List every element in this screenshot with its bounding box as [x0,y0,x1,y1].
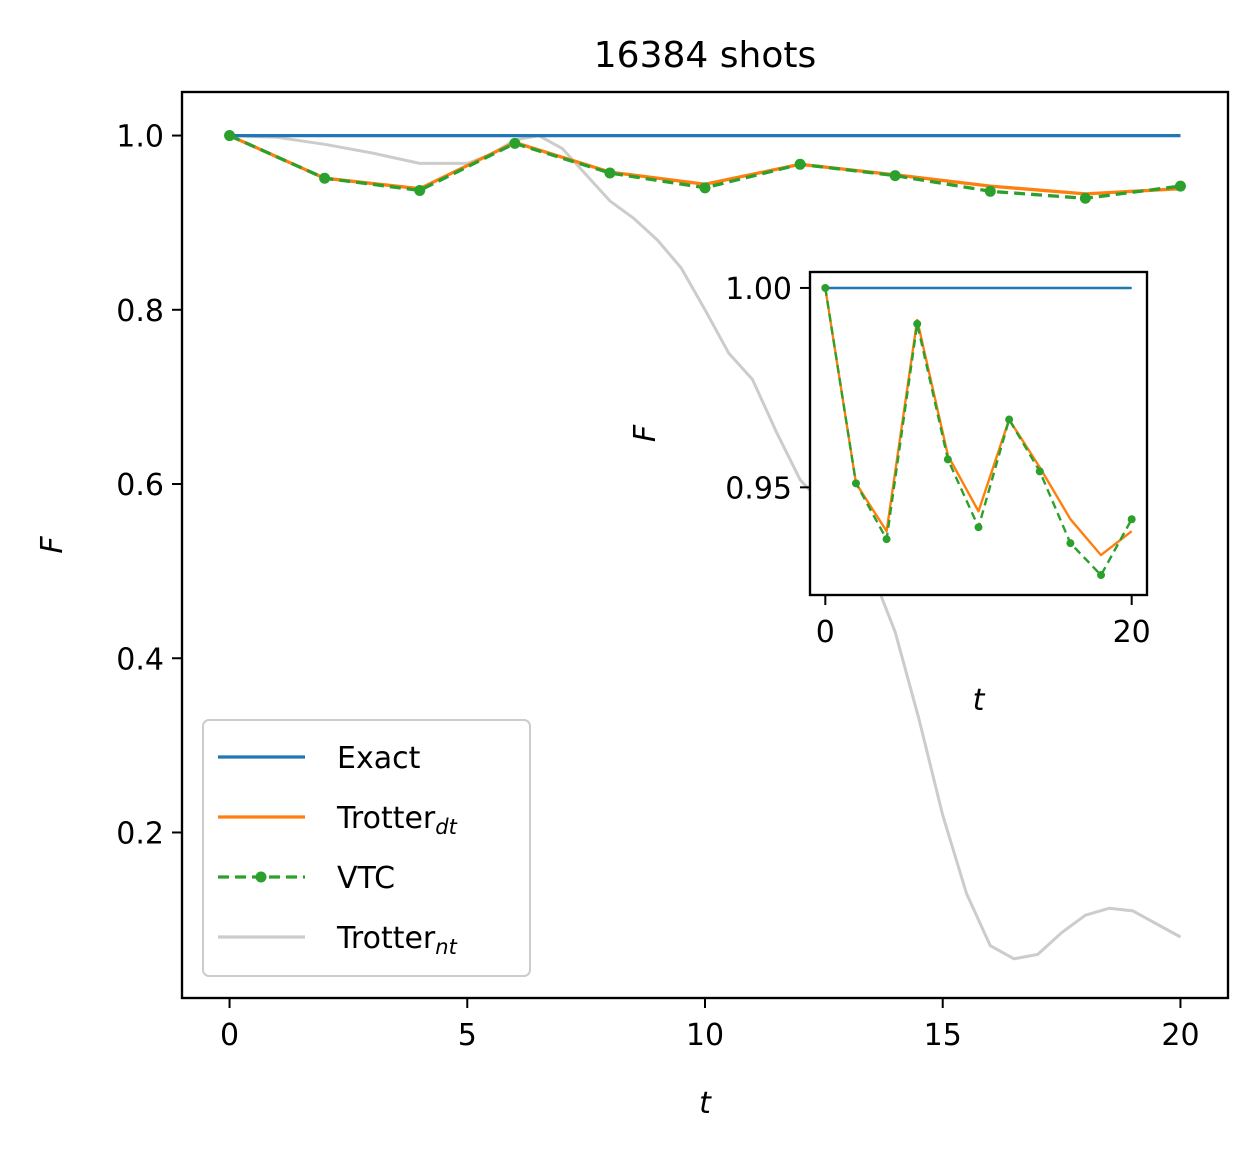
legend-label-trotter-nt: Trotternt [336,921,458,959]
main-xtick-label: 5 [458,1018,477,1053]
inset-series-vtc-point [1066,539,1075,548]
inset-plot: 0 20 0.95 1.00 t F [628,270,1151,718]
main-series-vtc-point [1174,180,1186,192]
main-series-vtc-point [699,182,711,194]
main-ytick-label: 0.4 [116,642,164,677]
legend-label-trotter-dt: Trotterdt [336,801,458,839]
inset-series-vtc-point [1097,571,1106,580]
legend-label-vtc: VTC [337,861,395,896]
inset-series-vtc-point [882,535,891,544]
main-series-vtc-point [414,184,426,196]
main-ytick-label: 1.0 [116,120,164,155]
main-series-vtc-point [984,185,996,197]
main-xtick-label: 20 [1161,1018,1199,1053]
inset-series-vtc-point [943,455,952,464]
inset-ytick-label: 1.00 [725,272,792,307]
inset-axes-frame [808,270,1149,597]
inset-series-vtc-point [974,523,983,532]
inset-yaxis-label: F [628,424,663,442]
inset-ytick-label: 0.95 [725,471,792,506]
main-yaxis-label: F [35,536,70,554]
inset-series-vtc-point [913,319,922,328]
main-series-vtc-point [604,167,616,179]
main-series-vtc-point [889,170,901,182]
inset-xaxis-label: t [973,683,986,718]
main-ytick-label: 0.6 [116,468,164,503]
main-xaxis-label: t [699,1086,712,1121]
main-xtick-label: 15 [924,1018,962,1053]
inset-axes-border [808,270,1149,597]
main-xtick-label: 0 [220,1018,239,1053]
main-xtick-label: 10 [686,1018,724,1053]
main-series-vtc-point [509,137,521,149]
inset-series-vtc-point [1005,415,1014,424]
legend: Exact Trotterdt VTC Trotternt [202,719,531,977]
main-ytick-label: 0.8 [116,294,164,329]
inset-xtick-label: 20 [1113,615,1151,650]
inset-series-trotter-dt-line [824,287,1133,557]
chart-title: 16384 shots [594,35,816,76]
main-series-vtc-point [224,130,236,142]
main-axes-border [180,90,1230,1000]
legend-swatch-marker [255,871,267,883]
main-series-vtc-point [794,158,806,170]
legend-box [202,719,531,977]
main-series-group [224,130,1186,961]
main-series-vtc-point [319,172,331,184]
legend-label-exact: Exact [337,741,421,776]
inset-series-vtc-point [1127,515,1136,524]
inset-xtick-label: 0 [816,615,835,650]
inset-series-vtc-point [821,283,830,292]
main-series-vtc-point [1079,192,1091,204]
inset-series-group [821,283,1136,580]
inset-series-vtc-point [1035,467,1044,476]
main-ytick-label: 0.2 [116,816,164,851]
inset-series-vtc-point [851,479,860,488]
